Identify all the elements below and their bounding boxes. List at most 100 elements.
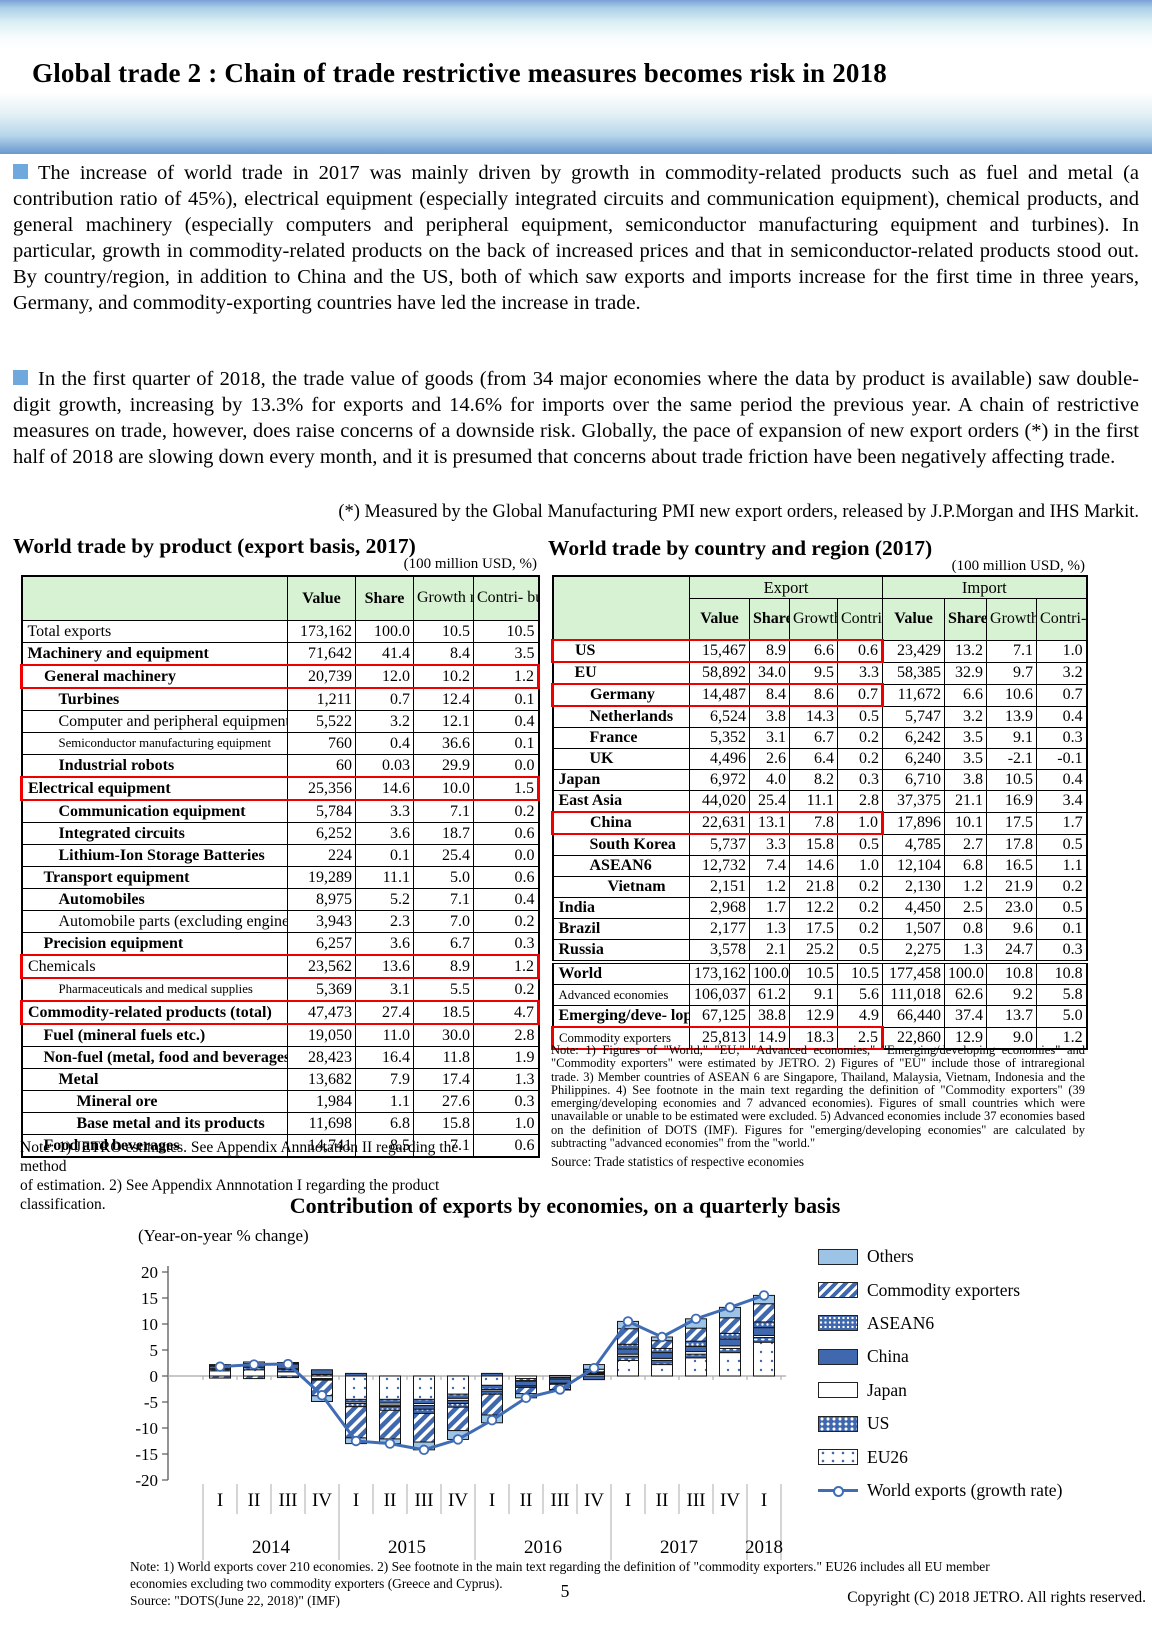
legend-item: Japan [818,1374,1148,1407]
table-row: Automobiles 8,975 5.2 7.1 0.4 [21,888,539,911]
table-cell: 0.1 [355,844,414,867]
row-label: Emerging/deve- loping economies [552,1005,690,1028]
table-cell: 1.0 [836,855,884,877]
bar-segment-japan [549,1374,571,1377]
group-header: Export [688,575,884,599]
table-cell: 0.4 [355,732,414,755]
table-cell: 111,018 [882,984,946,1006]
bar-segment-eu26 [651,1364,673,1377]
table-cell: 8.9 [749,639,790,663]
table-cell: 25.2 [789,939,838,963]
country-table-note-block: Note: 1) Figures of "World," "EU," "Adva… [551,1043,1085,1169]
table-row: Industrial robots 60 0.03 29.9 0.0 [21,754,539,778]
legend-label: Japan [867,1379,907,1400]
table-row: ASEAN6 12,732 7.4 14.6 1.0 12,104 6.8 16.5 1.1 [552,855,1088,877]
eu26-swatch-icon [818,1449,858,1466]
table-cell: 1.7 [1036,811,1088,835]
table-cell: 2.8 [836,790,884,813]
row-label: France [552,727,690,749]
row-label: Communication equipment [21,799,288,823]
table-row: Advanced economies 106,037 61.2 9.1 5.6 111,0… [552,984,1088,1006]
us-swatch-icon [818,1415,858,1432]
chart-note-line2: economies excluding two commodity export… [130,1575,503,1591]
bar-segment-us [447,1393,469,1399]
table-cell: 5.5 [413,977,474,1002]
bar-segment-commodity [413,1412,435,1443]
table-cell: 224 [287,844,356,867]
table-cell: 12.2 [789,897,838,919]
bar-segment-eu26 [481,1375,503,1386]
table-cell: 3,578 [689,939,750,963]
table-cell: 6,710 [882,769,946,791]
table-cell: 66,440 [882,1005,946,1028]
group-header: Import [882,575,1088,599]
x-quarter-label: III [551,1490,570,1511]
table-cell: 10.6 [986,683,1038,707]
world-exports-line [219,1293,765,1452]
table-cell: 3,943 [287,910,356,933]
table-row: World 173,162 100.0 10.5 10.5 177,458 100.0 10.… [552,960,1088,985]
table-cell: Growth rate [413,575,474,621]
row-label: Machinery and equipment [21,642,288,666]
table-cell: 13.1 [749,811,790,835]
table-cell: 5,522 [287,710,356,733]
bar-segment-china [651,1352,673,1359]
table-cell: 6.8 [944,855,988,877]
table-row: Germany 14,487 8.4 8.6 0.7 11,672 6.6 10.6 0.7 [551,683,1088,707]
table-cell: 0.5 [836,833,884,856]
bar-segment-commodity [447,1406,469,1432]
x-quarter-label: II [384,1490,397,1511]
table-cell: 4.9 [836,1005,884,1028]
table-cell: 10.1 [944,811,988,835]
japan-swatch-icon [818,1382,858,1399]
table-cell: 3.3 [836,661,884,685]
bar-segment-china [719,1338,741,1347]
table-cell: 25,356 [287,776,356,801]
table-cell: 18.3 [789,1026,838,1050]
table-cell: 21.1 [944,790,988,813]
table-cell: 16.4 [355,1046,414,1069]
x-quarter-label: II [520,1490,533,1511]
table-row: Transport equipment 19,289 11.1 5.0 0.6 [21,866,539,889]
table-cell: 37.4 [944,1005,988,1028]
legend-item: EU26 [818,1440,1148,1473]
table-cell: 22,860 [882,1026,946,1050]
row-label: South Korea [552,833,690,856]
paragraph-2: In the first quarter of 2018, the trade … [13,366,1139,470]
table-cell: 7.8 [789,811,838,835]
row-label: World [552,960,690,985]
product-table-note: Note: 1) JETRO estimates. See Appendix A… [20,1139,459,1213]
table-row: Automobile parts (excluding engines) 3,94… [21,910,539,933]
line-marker [384,1438,396,1449]
world-line-swatch-icon [818,1482,858,1498]
legend-item: Commodity exporters [818,1273,1148,1306]
table-cell: 0.2 [473,977,539,1002]
table-cell: 16.9 [986,790,1038,813]
table-row: General machinery 20,739 12.0 10.2 1.2 [20,664,540,689]
table-cell: 44,020 [689,790,750,813]
table-cell: 23.0 [986,897,1038,919]
table-row: South Korea 5,737 3.3 15.8 0.5 4,785 2.7 17.8 0.… [552,833,1088,856]
row-label: Commodity exporters [551,1026,690,1050]
bar-segment-asean6 [617,1343,639,1350]
table-group-header-row: Export Import [552,575,1088,641]
row-label: India [552,897,690,919]
table-cell: 0.0 [473,844,539,867]
table-cell: 6,242 [882,727,946,749]
row-label: Germany [551,683,690,707]
table-cell: 2,275 [882,939,946,963]
legend-label: US [867,1413,890,1434]
blue-square-bullet-icon [13,164,28,179]
table-cell: 0.2 [836,918,884,940]
bar-segment-us [685,1353,707,1359]
paragraph-1-text: The increase of world trade in 2017 was … [13,162,1139,314]
table-cell: 8.2 [789,769,838,791]
bar-segment-eu26 [753,1341,775,1377]
x-quarter-label: III [279,1490,298,1511]
table-cell: 5,369 [287,977,356,1002]
table-cell: 5.8 [1036,984,1088,1006]
table-row: Integrated circuits 6,252 3.6 18.7 0.6 [21,822,539,845]
table-cell: 11.1 [355,866,414,889]
table-cell: 3.6 [355,822,414,845]
table-row: China 22,631 13.1 7.8 1.0 17,896 10.1 17.5 1.7 [551,811,1088,835]
